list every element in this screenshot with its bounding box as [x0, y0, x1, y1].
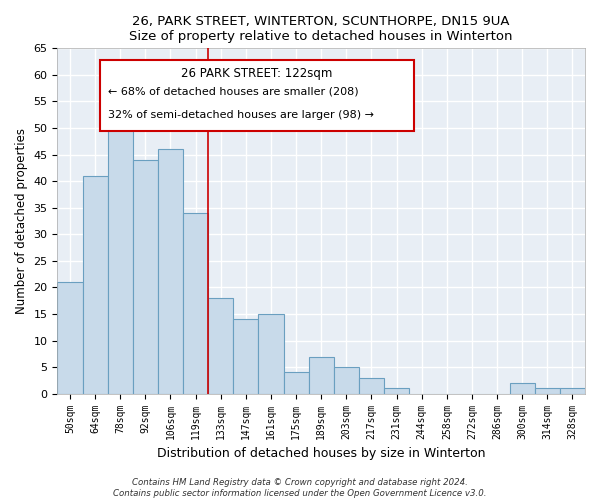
- Bar: [560, 388, 585, 394]
- Y-axis label: Number of detached properties: Number of detached properties: [15, 128, 28, 314]
- Bar: [107, 122, 133, 394]
- Bar: [284, 372, 308, 394]
- Title: 26, PARK STREET, WINTERTON, SCUNTHORPE, DN15 9UA
Size of property relative to de: 26, PARK STREET, WINTERTON, SCUNTHORPE, …: [130, 15, 513, 43]
- Bar: [334, 367, 359, 394]
- X-axis label: Distribution of detached houses by size in Winterton: Distribution of detached houses by size …: [157, 447, 485, 460]
- Bar: [58, 282, 83, 394]
- Bar: [359, 378, 384, 394]
- Bar: [208, 298, 233, 394]
- Bar: [83, 176, 107, 394]
- Bar: [509, 383, 535, 394]
- Text: 26 PARK STREET: 122sqm: 26 PARK STREET: 122sqm: [181, 68, 332, 80]
- Bar: [233, 320, 259, 394]
- Text: ← 68% of detached houses are smaller (208): ← 68% of detached houses are smaller (20…: [107, 86, 358, 97]
- Bar: [183, 213, 208, 394]
- Bar: [158, 150, 183, 394]
- Text: Contains HM Land Registry data © Crown copyright and database right 2024.
Contai: Contains HM Land Registry data © Crown c…: [113, 478, 487, 498]
- FancyBboxPatch shape: [100, 60, 413, 131]
- Bar: [535, 388, 560, 394]
- Bar: [259, 314, 284, 394]
- Bar: [133, 160, 158, 394]
- Bar: [384, 388, 409, 394]
- Text: 32% of semi-detached houses are larger (98) →: 32% of semi-detached houses are larger (…: [107, 110, 374, 120]
- Bar: [308, 356, 334, 394]
